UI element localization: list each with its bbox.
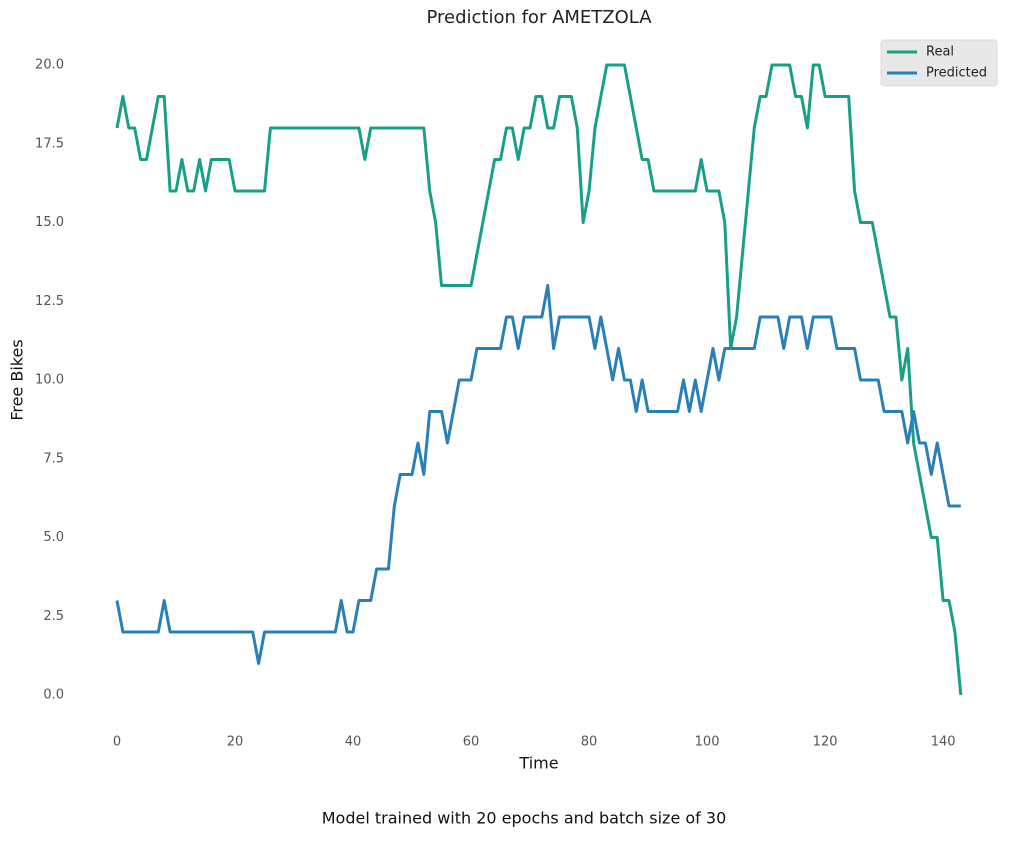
x-axis-label: Time	[518, 754, 558, 773]
y-tick-label: 5.0	[43, 530, 64, 545]
x-tick-label: 20	[227, 735, 244, 750]
caption: Model trained with 20 epochs and batch s…	[322, 809, 727, 828]
y-tick-label: 17.5	[35, 136, 64, 151]
x-tick-label: 60	[463, 735, 480, 750]
x-tick-label: 140	[931, 735, 956, 750]
data-line	[115, 63, 963, 696]
y-tick-label: 20.0	[35, 58, 64, 73]
x-tick-label: 80	[581, 735, 598, 750]
x-tick-label: 0	[113, 735, 121, 750]
y-tick-label: 2.5	[43, 609, 64, 624]
x-tick-label: 40	[345, 735, 362, 750]
data-line	[115, 284, 961, 665]
y-tick-label: 15.0	[35, 215, 64, 230]
y-tick-label: 7.5	[43, 451, 64, 466]
legend-label: Real	[926, 45, 954, 60]
legend-label: Predicted	[926, 66, 987, 81]
y-tick-label: 0.0	[43, 688, 64, 703]
y-axis-label: Free Bikes	[8, 339, 27, 420]
y-tick-label: 12.5	[35, 294, 64, 309]
y-tick-label: 10.0	[35, 373, 64, 388]
x-tick-label: 120	[813, 735, 838, 750]
x-tick-label: 100	[695, 735, 720, 750]
chart-title: Prediction for AMETZOLA	[426, 7, 652, 28]
